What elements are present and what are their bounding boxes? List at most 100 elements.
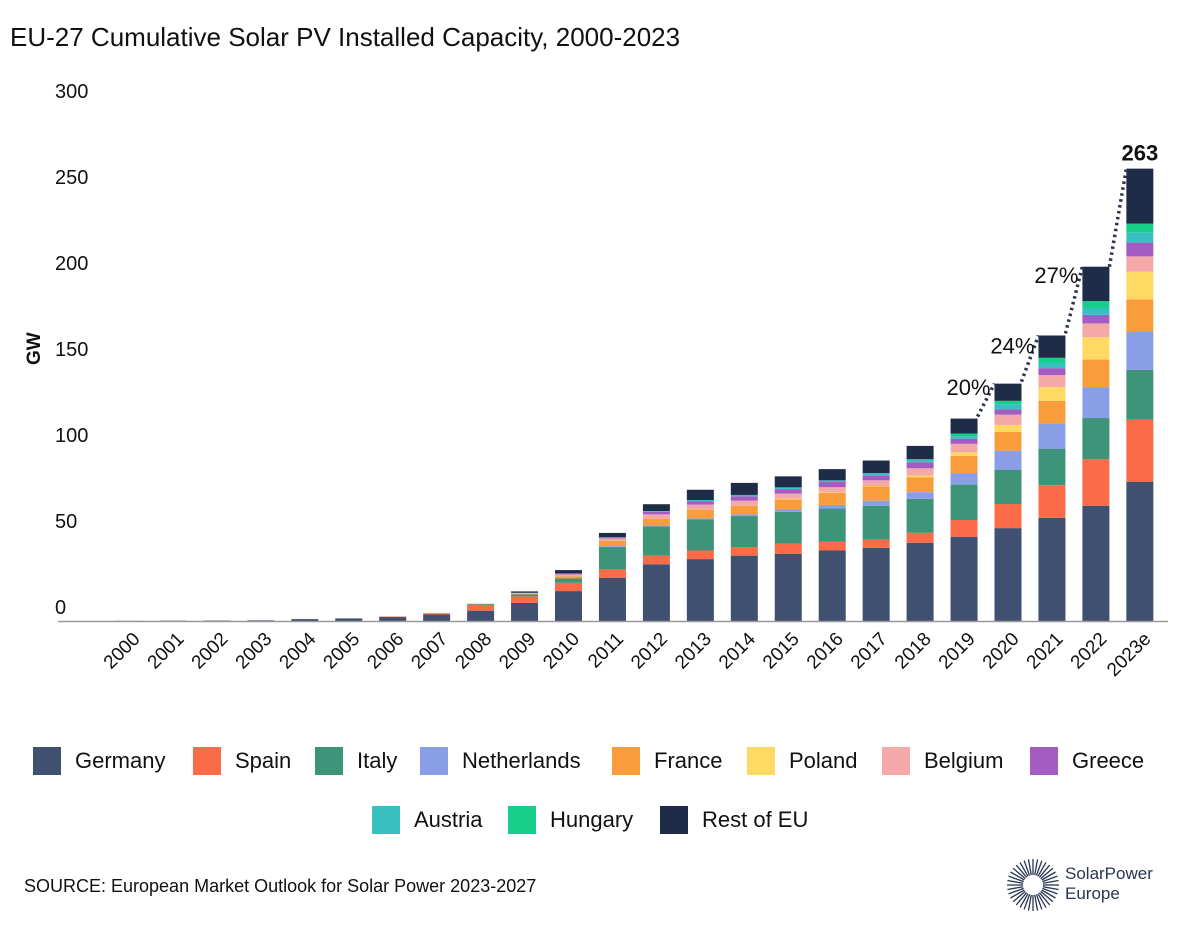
bar-segment-rest-of-eu (906, 445, 934, 460)
bar-segment-hungary (994, 400, 1022, 405)
sun-ray (1041, 871, 1056, 881)
bar-segment-germany (598, 578, 626, 621)
source-note: SOURCE: European Market Outlook for Sola… (24, 876, 537, 896)
bar-segment-netherlands (1082, 387, 1110, 419)
bar-segment-netherlands (730, 514, 758, 517)
x-tick-label: 2002 (188, 629, 233, 674)
logo-line-1: SolarPower (1065, 864, 1153, 883)
bar-segment-germany (291, 619, 319, 621)
bar-segment-netherlands (994, 450, 1022, 470)
bar-segment-rest-of-eu (686, 489, 714, 501)
y-tick-label: 300 (55, 81, 88, 103)
legend-item-hungary: Hungary (508, 805, 633, 835)
x-tick-label: 2016 (803, 629, 848, 674)
sun-ray (1012, 890, 1026, 903)
x-tick-label: 2015 (759, 629, 804, 674)
bar-segment-spain (686, 550, 714, 560)
legend-item-italy: Italy (315, 746, 397, 776)
bar-segment-rest-of-eu (642, 504, 670, 512)
bar-segment-belgium (642, 514, 670, 519)
bar-segment-netherlands (818, 504, 846, 509)
y-tick-label: 200 (55, 253, 88, 275)
bar-segment-poland (1038, 387, 1066, 401)
bar-segment-france (1126, 299, 1154, 333)
legend-swatch (315, 747, 343, 775)
x-tick-label: 2000 (100, 629, 145, 674)
bar-segment-spain (642, 555, 670, 565)
legend-label: Spain (235, 748, 292, 773)
legend-swatch (508, 806, 536, 834)
legend-label: Hungary (550, 807, 634, 832)
bar-segment-spain (511, 596, 539, 603)
x-tick-label: 2017 (847, 629, 892, 674)
y-tick-label: 150 (55, 339, 88, 361)
bar-segment-greece (862, 475, 890, 481)
bar-segment-poland (1082, 337, 1110, 360)
bar-segment-germany (994, 528, 1022, 621)
bar-segment-austria (686, 500, 714, 502)
bar-segment-austria (1126, 232, 1154, 243)
legend-item-netherlands: Netherlands (420, 746, 581, 776)
bar-segment-greece (730, 496, 758, 501)
sun-ray (1023, 860, 1031, 876)
legend-item-poland: Poland (747, 746, 858, 776)
bar-segment-greece (1038, 368, 1066, 376)
sun-ray (1010, 889, 1025, 899)
logo-line-2: Europe (1065, 884, 1120, 903)
sun-ray (1019, 893, 1029, 908)
bar-segment-italy (686, 519, 714, 551)
bar-segment-spain (730, 547, 758, 556)
logo-text: SolarPower Europe (1065, 864, 1153, 904)
bar-segment-france (686, 509, 714, 519)
bar-segment-rest-of-eu (555, 570, 582, 574)
bar-segment-italy (467, 603, 495, 605)
bar-segment-france (730, 505, 758, 515)
bar-segment-germany (818, 550, 846, 621)
legend-label: Poland (789, 748, 858, 773)
sun-ray (1023, 894, 1031, 910)
bar-segment-germany (906, 542, 934, 621)
bar-segment-italy (950, 484, 978, 521)
bar-segment-france (862, 486, 890, 501)
bar-segment-rest-of-eu (862, 460, 890, 474)
sun-ray (1040, 867, 1054, 880)
bar-segment-austria (774, 487, 802, 490)
bar-segment-poland (1126, 271, 1154, 300)
bar-segment-spain (906, 532, 934, 543)
bar-segment-germany (642, 564, 670, 621)
legend-swatch (660, 806, 688, 834)
bar-segment-italy (511, 594, 539, 597)
legend-row-1: Germany Spain Italy Netherlands France P… (0, 746, 1200, 776)
bar-segment-austria (818, 480, 846, 483)
bar-segment-greece (774, 489, 802, 494)
bar-segment-netherlands (1038, 423, 1066, 449)
bar-segment-netherlands (774, 509, 802, 512)
bar-segment-greece (555, 573, 582, 575)
legend-label: Rest of EU (702, 807, 809, 832)
bar-segment-greece (1082, 314, 1110, 324)
solarpower-europe-logo: SolarPower Europe (1005, 856, 1195, 916)
sun-ray (1040, 890, 1054, 903)
bar-segment-italy (1126, 369, 1154, 420)
bar-segment-greece (598, 537, 626, 539)
bar-segment-germany (423, 614, 451, 621)
legend-label: France (654, 748, 723, 773)
bar-segment-rest-of-eu (730, 482, 758, 495)
bar-segment-germany (1082, 505, 1110, 621)
x-tick-label: 2021 (1023, 629, 1068, 674)
bar-segment-rest-of-eu (950, 418, 978, 434)
bar-segment-france (642, 518, 670, 526)
bar-segment-italy (555, 578, 582, 583)
bar-segment-netherlands (950, 473, 978, 485)
bar-segment-rest-of-eu (994, 383, 1022, 401)
bar-segment-germany (335, 618, 363, 621)
bar-segment-netherlands (642, 525, 670, 527)
legend-label: Belgium (924, 748, 1004, 773)
sun-ray (1008, 875, 1024, 883)
bar-segment-spain (423, 613, 451, 615)
bar-segment-austria (1082, 307, 1110, 315)
bar-segment-france (950, 455, 978, 474)
bar-segment-belgium (1082, 323, 1110, 338)
bar-segment-netherlands (686, 518, 714, 520)
sun-ray (1042, 875, 1058, 883)
